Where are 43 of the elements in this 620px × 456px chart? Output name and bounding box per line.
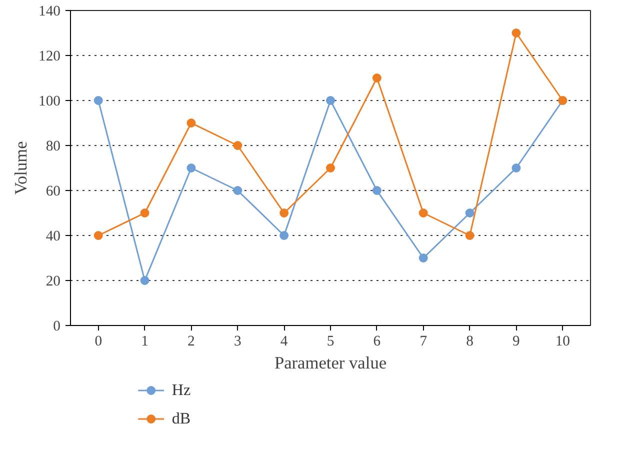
y-tick-label: 40 xyxy=(46,228,60,244)
x-axis-title: Parameter value xyxy=(274,354,387,372)
x-tick-label: 4 xyxy=(280,334,288,350)
point xyxy=(512,164,521,172)
y-axis-title: Volume xyxy=(12,140,31,195)
x-tick-label: 6 xyxy=(373,334,381,350)
point xyxy=(465,208,474,218)
x-tick-label: 0 xyxy=(94,334,102,350)
point xyxy=(186,118,196,128)
point xyxy=(512,28,521,38)
y-tick-label: 0 xyxy=(53,318,60,334)
y-tick-label: 100 xyxy=(38,94,60,110)
y-tick-label: 60 xyxy=(46,184,60,200)
x-tick-label: 1 xyxy=(141,334,148,350)
point xyxy=(326,96,335,105)
point xyxy=(326,164,335,172)
point xyxy=(186,164,196,172)
x-tick-label: 10 xyxy=(555,334,570,350)
point xyxy=(140,276,150,285)
x-tick-label: 9 xyxy=(512,334,520,350)
point xyxy=(372,74,382,82)
point xyxy=(140,208,150,218)
x-tick-label: 3 xyxy=(234,334,242,350)
legend-label: Hz xyxy=(172,382,191,399)
legend-label: dB xyxy=(172,410,191,428)
y-tick-label: 140 xyxy=(38,4,60,20)
point xyxy=(233,141,242,150)
point xyxy=(418,208,428,218)
point xyxy=(280,231,289,240)
y-tick-label: 120 xyxy=(38,48,60,64)
y-tick-label: 20 xyxy=(46,274,60,290)
point xyxy=(94,96,103,105)
x-tick-label: 7 xyxy=(420,334,428,350)
point xyxy=(372,186,382,195)
x-tick-label: 2 xyxy=(188,334,195,350)
point xyxy=(418,254,428,262)
x-tick-label: 8 xyxy=(466,334,474,350)
point xyxy=(233,186,242,195)
point xyxy=(280,208,289,218)
point xyxy=(465,231,474,240)
x-tick-label: 5 xyxy=(326,334,334,350)
y-tick-label: 80 xyxy=(46,138,60,154)
point xyxy=(94,231,103,240)
